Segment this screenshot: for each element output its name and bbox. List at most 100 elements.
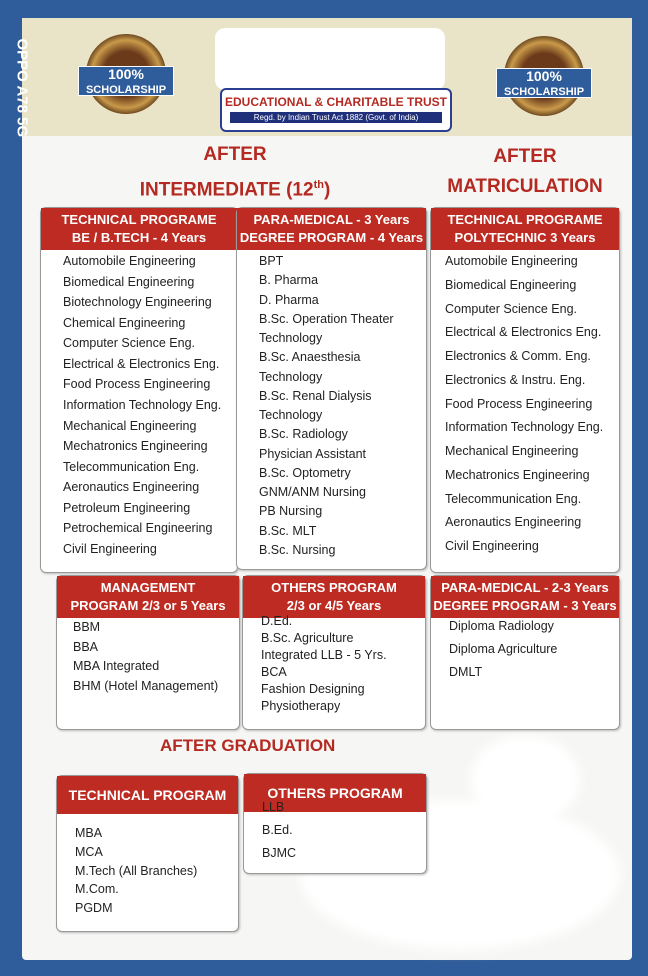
program-item: Food Process Engineering [445, 396, 593, 411]
program-item: B.Sc. Optometry [259, 465, 351, 480]
box-title-line: MANAGEMENT [100, 580, 196, 595]
program-item: Physiotherapy [261, 699, 341, 713]
box-title-line: 2/3 or 4/5 Years [286, 598, 382, 613]
program-item: Mechatronics Engineering [445, 467, 590, 482]
program-item: MBA [75, 826, 103, 840]
program-item: B.Sc. Anaesthesia [259, 350, 361, 365]
blurred-area [215, 28, 445, 90]
program-item: Technology [259, 408, 323, 423]
program-item: Chemical Engineering [63, 315, 186, 330]
program-item: BBA [73, 639, 99, 654]
box-title-line: TECHNICAL PROGRAME [447, 212, 603, 227]
badge-ribbon: 100% SCHOLARSHIP [496, 68, 592, 98]
box-title-line: OTHERS PROGRAM [271, 580, 397, 595]
box-title: PARA-MEDICAL - 3 Years DEGREE PROGRAM - 4… [237, 208, 426, 250]
trust-registration: Regd. by Indian Trust Act 1882 (Govt. of… [230, 112, 442, 123]
box-title-line: TECHNICAL PROGRAME [61, 212, 217, 227]
program-item: Diploma Radiology [449, 619, 554, 633]
program-item: Telecommunication Eng. [63, 459, 200, 474]
program-item: PB Nursing [259, 504, 323, 519]
watermark: OPPO A78 5G [13, 38, 31, 138]
box-title: OTHERS PROGRAM 2/3 or 4/5 Years [243, 576, 425, 618]
program-item: Aeronautics Engineering [445, 515, 582, 530]
program-item: Information Technology Eng. [445, 420, 604, 435]
box-title: PARA-MEDICAL - 2-3 Years DEGREE PROGRAM -… [431, 576, 619, 618]
program-item: B.Sc. Renal Dialysis [259, 388, 372, 403]
program-item: M.Com. [75, 882, 119, 897]
box-title-line: PARA-MEDICAL - 3 Years [253, 212, 410, 227]
program-box: PARA-MEDICAL - 3 Years DEGREE PROGRAM - 4… [236, 207, 427, 570]
box-title: TECHNICAL PROGRAME BE / B.TECH - 4 Years [41, 208, 237, 250]
program-box: TECHNICAL PROGRAM MBA MCA M.Tech (All Branc… [56, 775, 239, 932]
program-item: B.Sc. Operation Theater [259, 311, 394, 326]
program-box: PARA-MEDICAL - 2-3 Years DEGREE PROGRAM -… [430, 575, 620, 730]
program-item: Mechanical Engineering [445, 444, 579, 458]
program-item: Electronics & Comm. Eng. [445, 349, 591, 363]
heading-close: ) [323, 179, 331, 201]
program-item: D. Pharma [259, 292, 319, 307]
program-item: MCA [75, 844, 103, 859]
program-box: TECHNICAL PROGRAME BE / B.TECH - 4 Years A… [40, 207, 238, 573]
program-item: Biotechnology Engineering [63, 295, 212, 310]
program-item: B.Sc. Agriculture [261, 631, 354, 645]
program-item: Information Technology Eng. [63, 398, 222, 412]
program-item: Petrochemical Engineering [63, 521, 213, 536]
program-item: GNM/ANM Nursing [259, 485, 366, 500]
badge-text: SCHOLARSHIP [503, 86, 585, 98]
program-item: Aeronautics Engineering [63, 480, 200, 495]
box-title-line: OTHERS PROGRAM [267, 785, 403, 801]
badge-percent: 100% [526, 68, 562, 84]
program-item: Technology [259, 369, 323, 384]
program-box: OTHERS PROGRAM 2/3 or 4/5 Years D.Ed. B.Sc.… [242, 575, 426, 730]
program-item: B.Sc. MLT [259, 523, 317, 538]
program-item: B.Sc. Radiology [259, 427, 348, 442]
box-title: MANAGEMENT PROGRAM 2/3 or 5 Years [57, 576, 239, 618]
program-item: Automobile Engineering [445, 254, 578, 268]
program-item: BCA [261, 665, 287, 679]
badge-text: SCHOLARSHIP [85, 84, 167, 96]
program-item: BHM (Hotel Management) [73, 679, 219, 693]
program-box: MANAGEMENT PROGRAM 2/3 or 5 Years BBM BBA MB… [56, 575, 240, 730]
program-item: Electronics & Instru. Eng. [445, 372, 586, 387]
box-title-line: PARA-MEDICAL - 2-3 Years [441, 580, 609, 595]
box-title-line: BE / B.TECH - 4 Years [71, 230, 207, 245]
trust-logo: EDUCATIONAL & CHARITABLE TRUST Regd. by … [220, 88, 452, 132]
program-box: OTHERS PROGRAM LLB B.Ed. BJMC [243, 773, 427, 874]
section-heading: AFTER GRADUATION [160, 736, 336, 755]
heading-line: AFTER [203, 144, 267, 165]
box-title-line: DEGREE PROGRAM - 3 Years [433, 598, 617, 613]
program-item: Integrated LLB - 5 Yrs. [261, 648, 387, 662]
program-item: Civil Engineering [445, 539, 539, 553]
box-title-line: PROGRAM 2/3 or 5 Years [70, 598, 226, 613]
program-item: Electrical & Electronics Eng. [445, 325, 602, 340]
program-item: Petroleum Engineering [63, 500, 191, 515]
badge-ribbon: 100% SCHOLARSHIP [78, 66, 174, 96]
program-item: Fashion Designing [261, 682, 365, 696]
program-item: LLB [262, 800, 285, 814]
box-title: TECHNICAL PROGRAM [57, 776, 238, 814]
section-heading: AFTER INTERMEDIATE (12th) [130, 140, 340, 205]
program-item: B. Pharma [259, 273, 319, 288]
box-title-line: POLYTECHNIC 3 Years [454, 230, 596, 245]
badge-percent: 100% [108, 66, 144, 82]
program-item: Computer Science Eng. [445, 301, 578, 316]
program-item: Telecommunication Eng. [445, 491, 582, 506]
program-item: PGDM [75, 901, 113, 915]
heading-main: INTERMEDIATE (12 [139, 179, 314, 201]
program-item: BPT [259, 254, 284, 268]
program-item: Technology [259, 331, 323, 346]
badge-right: 100% SCHOLARSHIP [496, 36, 592, 116]
program-item: B.Sc. Nursing [259, 543, 336, 557]
badge-left: 100% SCHOLARSHIP [78, 34, 174, 114]
program-item: BBM [73, 620, 101, 634]
program-item: Mechanical Engineering [63, 418, 197, 433]
program-item: Civil Engineering [63, 542, 157, 556]
program-item: BJMC [262, 846, 297, 860]
program-item: Computer Science Eng. [63, 336, 196, 351]
trust-name: EDUCATIONAL & CHARITABLE TRUST [225, 95, 447, 109]
program-item: Electrical & Electronics Eng. [63, 356, 220, 371]
program-item: M.Tech (All Branches) [75, 863, 198, 878]
box-title: TECHNICAL PROGRAME POLYTECHNIC 3 Years [431, 208, 619, 250]
box-title-line: DEGREE PROGRAM - 4 Years [239, 230, 424, 245]
